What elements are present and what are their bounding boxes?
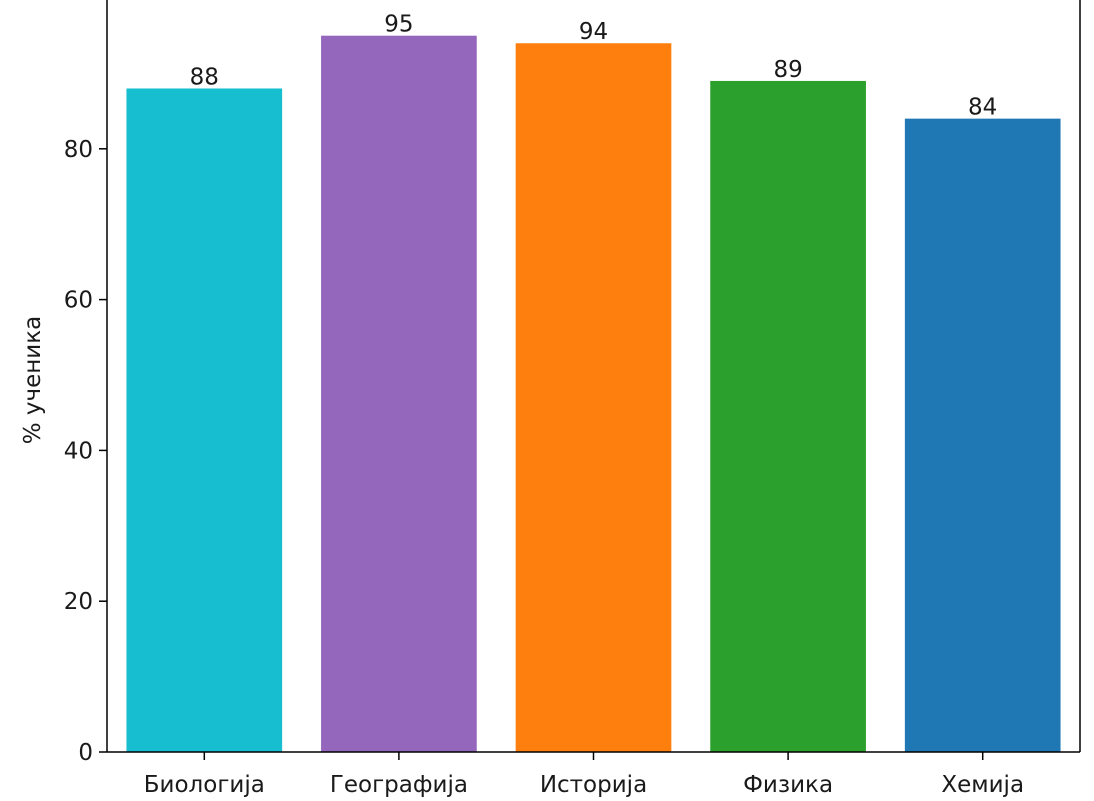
y-tick-label-0: 0 (78, 740, 93, 766)
y-tick-label-20: 20 (64, 589, 93, 615)
y-axis-label: % ученика (20, 316, 46, 445)
x-tick-label-5: Хемија (941, 772, 1024, 798)
y-tick-label-40: 40 (64, 438, 93, 464)
data-label-2: 95 (384, 12, 413, 38)
y-tick-label-60: 60 (64, 288, 93, 314)
bar-1 (126, 88, 283, 753)
bar-3 (515, 43, 672, 753)
y-tick-label-80: 80 (64, 137, 93, 163)
data-label-3: 94 (579, 19, 608, 45)
x-tick-label-2: Географија (330, 772, 468, 798)
x-tick-label-4: Физика (743, 772, 833, 798)
plot-area: 88 95 94 89 84 0 20 40 60 80 Биологија Географија Ис… (64, 0, 1081, 798)
bar-4 (710, 80, 866, 752)
bar-2 (321, 35, 477, 752)
bar-5 (904, 118, 1061, 752)
x-tick-label-3: Историја (540, 772, 647, 798)
data-label-4: 89 (773, 57, 802, 83)
data-label-5: 84 (968, 95, 997, 121)
data-label-1: 88 (190, 64, 219, 90)
x-tick-label-1: Биологија (144, 772, 265, 798)
